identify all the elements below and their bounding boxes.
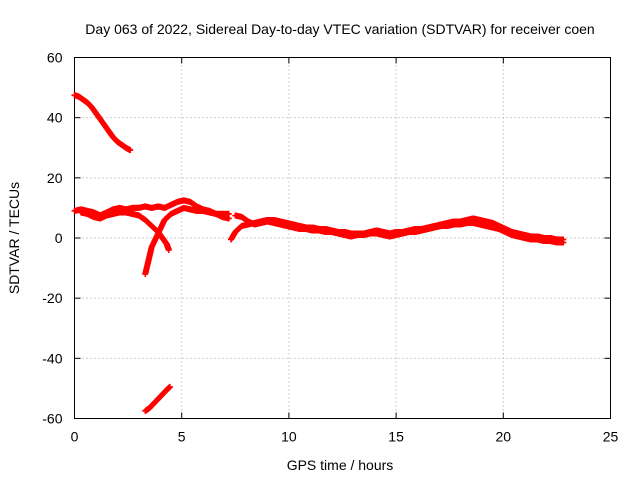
x-tick-label: 25 <box>603 429 619 445</box>
series-arc-high <box>71 92 134 154</box>
data-point <box>127 147 134 154</box>
tick-layer: 0 5 10 15 20 25 -60 -40 -20 0 20 40 60 <box>42 50 618 445</box>
mark-layer <box>71 92 567 414</box>
data-point <box>560 239 567 246</box>
x-tick-label: 5 <box>178 429 186 445</box>
x-axis-label: GPS time / hours <box>287 457 394 473</box>
series-arc-low <box>142 383 173 414</box>
series-arc-late-2 <box>232 212 567 246</box>
y-tick-label: 20 <box>47 170 63 186</box>
x-tick-label: 0 <box>71 429 79 445</box>
x-tick-label: 15 <box>388 429 404 445</box>
y-tick-label: -40 <box>42 350 62 366</box>
y-tick-label: -20 <box>42 290 62 306</box>
y-tick-label: -60 <box>42 411 62 427</box>
data-point <box>166 383 173 390</box>
series-arc-rising <box>77 209 172 254</box>
chart-title: Day 063 of 2022, Sidereal Day-to-day VTE… <box>85 21 594 37</box>
data-point <box>225 210 232 217</box>
y-tick-label: 40 <box>47 110 63 126</box>
series-arc-dip <box>142 204 232 278</box>
data-point <box>165 247 172 254</box>
x-tick-label: 10 <box>281 429 297 445</box>
y-axis-label: SDTVAR / TECUs <box>6 182 22 294</box>
y-tick-label: 60 <box>47 50 63 66</box>
x-tick-label: 20 <box>496 429 512 445</box>
y-tick-label: 0 <box>55 230 63 246</box>
